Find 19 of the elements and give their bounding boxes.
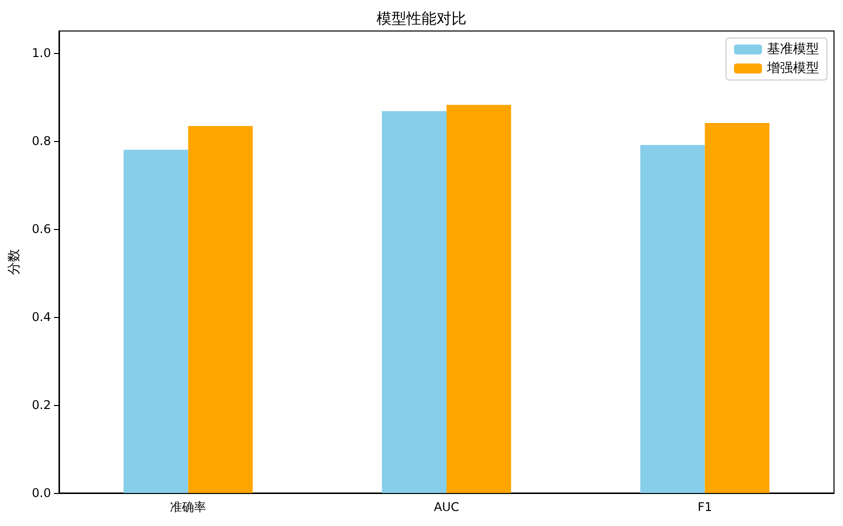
y-tick-label: 1.0 [32, 46, 51, 60]
y-tick-label: 0.4 [32, 310, 51, 324]
bar [446, 104, 512, 493]
bar [188, 126, 253, 493]
chart-title: 模型性能对比 [376, 10, 466, 28]
x-tick-label: 准确率 [170, 500, 206, 514]
x-tick-label: AUC [434, 500, 460, 514]
y-tick-label: 0.8 [32, 134, 51, 148]
y-tick-label: 0.6 [32, 222, 51, 236]
bar [704, 122, 770, 493]
y-tick-label: 0.0 [32, 486, 51, 500]
bar [382, 111, 446, 493]
legend-label: 基准模型 [767, 42, 819, 57]
y-tick-label: 0.2 [32, 398, 51, 412]
legend-label: 增强模型 [766, 61, 819, 76]
bar [640, 144, 705, 493]
y-axis-title: 分数 [7, 249, 22, 275]
bar [124, 150, 188, 493]
x-tick-label: F1 [698, 500, 712, 514]
